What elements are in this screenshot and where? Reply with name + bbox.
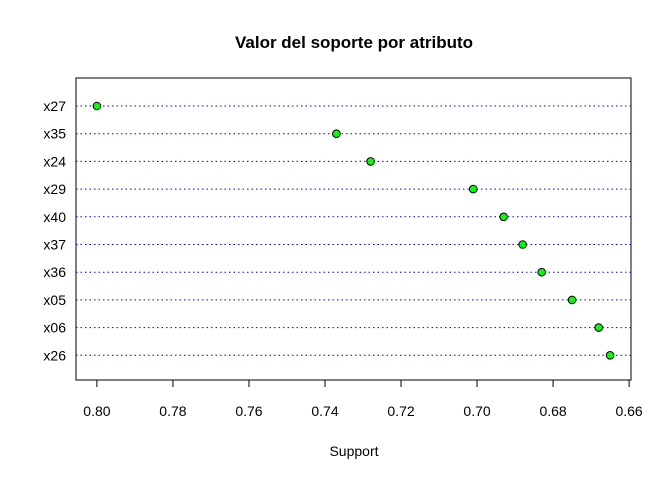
x-tick-label-0.74: 0.74 (311, 403, 338, 419)
x-tick-label-0.72: 0.72 (387, 403, 414, 419)
x-tick-label-0.70: 0.70 (463, 403, 490, 419)
x-tick-label-0.78: 0.78 (159, 403, 186, 419)
category-label-x05: x05 (43, 292, 66, 308)
data-point-x29 (468, 184, 478, 194)
category-label-x35: x35 (43, 126, 66, 142)
data-point-x24 (366, 157, 375, 166)
x-tick-label-0.76: 0.76 (235, 403, 262, 419)
data-point-x37 (518, 240, 527, 249)
x-tick-label-0.66: 0.66 (615, 403, 642, 419)
guide-lines (76, 105, 631, 356)
plot-frame (75, 77, 632, 381)
x-axis: 0.80 0.78 0.76 0.74 0.72 0.70 0.68 0.66 (83, 379, 643, 419)
x-tick-label-0.68: 0.68 (539, 403, 566, 419)
data-point-x27 (92, 101, 102, 111)
data-points (92, 101, 615, 360)
x-tick-label-0.80: 0.80 (83, 403, 110, 419)
category-label-x27: x27 (43, 98, 66, 114)
category-labels: x27 x35 x24 x29 x40 x37 x36 x05 x06 x26 (43, 98, 66, 363)
category-label-x24: x24 (43, 153, 66, 169)
data-point-x06 (594, 323, 603, 332)
data-point-x26 (605, 351, 615, 360)
x-axis-label: Support (329, 443, 378, 459)
category-label-x40: x40 (43, 209, 66, 225)
chart-title: Valor del soporte por atributo (235, 33, 473, 52)
category-label-x29: x29 (43, 181, 66, 197)
category-label-x37: x37 (43, 237, 66, 253)
data-point-x36 (537, 267, 546, 277)
category-label-x06: x06 (43, 320, 66, 336)
category-label-x36: x36 (43, 264, 66, 280)
category-label-x26: x26 (43, 347, 66, 363)
data-point-x35 (332, 129, 341, 138)
data-point-x05 (567, 295, 577, 305)
data-point-x40 (499, 212, 508, 222)
